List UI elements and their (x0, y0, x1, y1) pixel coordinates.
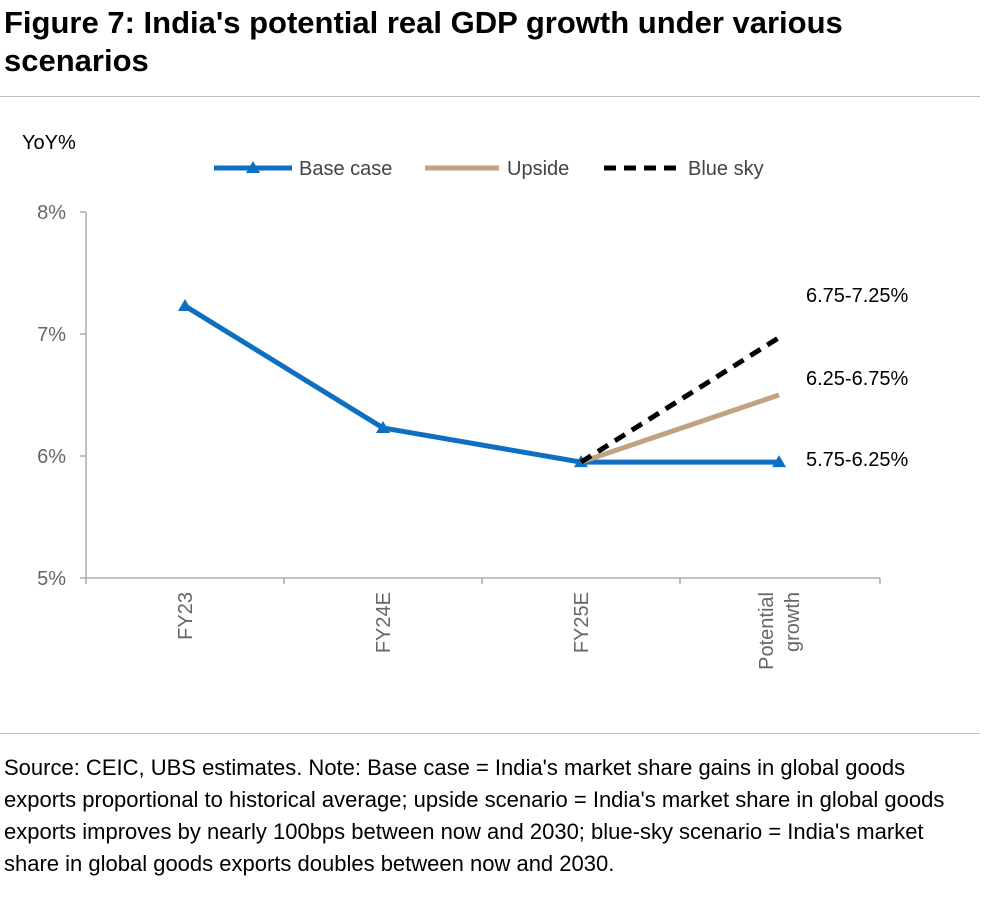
x-tick-label: FY25E (571, 592, 593, 653)
legend-label: Upside (507, 158, 569, 180)
source-note: Source: CEIC, UBS estimates. Note: Base … (4, 755, 945, 876)
x-tick-label: Potential (756, 592, 778, 670)
range-annotation: 6.75-7.25% (806, 285, 909, 307)
series-line-blue-sky (579, 335, 781, 465)
series-line-base-case (183, 303, 779, 465)
data-point-marker (178, 298, 192, 311)
y-tick-label: 8% (37, 202, 66, 224)
range-annotation: 6.25-6.75% (806, 368, 909, 390)
y-tick-label: 6% (37, 446, 66, 468)
series-line-upside (580, 392, 780, 465)
x-tick-label: growth (782, 592, 804, 652)
x-tick-label: FY24E (373, 592, 395, 653)
x-tick-label: FY23 (175, 592, 197, 640)
range-annotation: 5.75-6.25% (806, 449, 909, 471)
y-tick-label: 7% (37, 324, 66, 346)
figure-title: Figure 7: India's potential real GDP gro… (4, 5, 843, 78)
y-axis-title: YoY% (22, 132, 76, 154)
legend-label: Base case (299, 158, 392, 180)
gdp-growth-chart: 5% 6% 7% 8% YoY% FY23 FY24E FY25E Potential growt… (22, 132, 909, 670)
note-divider (0, 733, 980, 734)
data-point-marker (376, 420, 390, 433)
legend-marker (246, 161, 260, 173)
title-divider (0, 96, 980, 97)
data-point-marker (772, 455, 786, 468)
y-tick-label: 5% (37, 568, 66, 590)
legend-label: Blue sky (688, 158, 764, 180)
